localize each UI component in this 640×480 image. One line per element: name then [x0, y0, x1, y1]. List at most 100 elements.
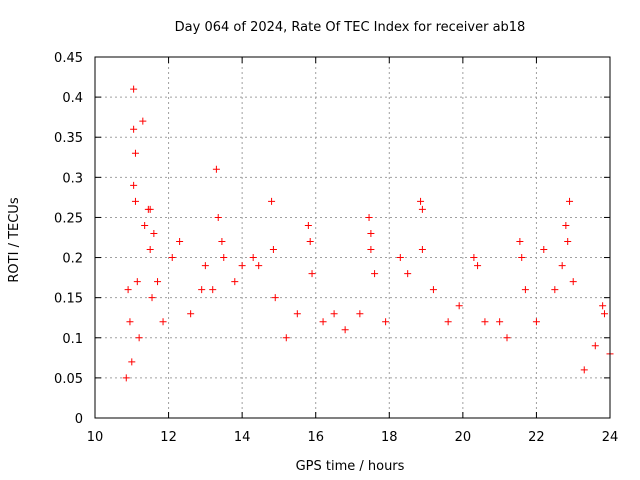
data-point: [518, 254, 526, 262]
data-point: [551, 286, 559, 294]
data-point: [304, 221, 312, 229]
data-point: [580, 366, 588, 374]
x-tick-label: 22: [528, 430, 545, 445]
x-tick-label: 12: [160, 430, 177, 445]
data-point: [198, 286, 206, 294]
data-point: [308, 270, 316, 278]
data-point: [220, 254, 228, 262]
data-point: [474, 262, 482, 270]
data-point: [562, 221, 570, 229]
data-point: [126, 318, 134, 326]
y-tick-labels: 0 0.05 0.1 0.15 0.2 0.25 0.3 0.35 0.4 0.45: [54, 51, 83, 427]
data-point: [168, 254, 176, 262]
data-point: [201, 262, 209, 270]
data-point: [176, 238, 184, 246]
chart-title: Day 064 of 2024, Rate Of TEC Index for r…: [175, 20, 526, 35]
x-tick-label: 10: [87, 430, 104, 445]
data-point: [566, 197, 574, 205]
data-point: [128, 358, 136, 366]
data-point: [306, 238, 314, 246]
data-point: [268, 197, 276, 205]
data-point: [319, 318, 327, 326]
data-point: [444, 318, 452, 326]
data-point: [150, 229, 158, 237]
data-point: [218, 238, 226, 246]
data-point: [503, 334, 511, 342]
y-tick-label: 0: [75, 412, 83, 427]
data-point: [293, 310, 301, 318]
data-point: [159, 318, 167, 326]
data-point: [146, 205, 154, 213]
x-tick-label: 16: [307, 430, 324, 445]
data-point: [540, 246, 548, 254]
y-tick-label: 0.05: [54, 372, 83, 387]
data-point: [367, 229, 375, 237]
data-point: [418, 246, 426, 254]
data-point: [133, 278, 141, 286]
data-point: [130, 85, 138, 93]
data-point: [130, 181, 138, 189]
data-points: [122, 85, 614, 382]
data-point: [382, 318, 390, 326]
data-point: [282, 334, 290, 342]
data-point: [148, 294, 156, 302]
data-point: [404, 270, 412, 278]
data-point: [135, 334, 143, 342]
data-point: [269, 246, 277, 254]
data-point: [271, 294, 279, 302]
y-tick-label: 0.1: [62, 332, 83, 347]
y-tick-label: 0.3: [62, 171, 83, 186]
tick-marks: [94, 56, 611, 419]
data-point: [214, 213, 222, 221]
data-point: [365, 213, 373, 221]
plot-frame: [94, 56, 611, 419]
x-tick-label: 18: [381, 430, 398, 445]
data-point: [356, 310, 364, 318]
data-point: [569, 278, 577, 286]
y-tick-label: 0.15: [54, 292, 83, 307]
y-tick-label: 0.45: [54, 51, 83, 66]
data-point: [396, 254, 404, 262]
data-point: [481, 318, 489, 326]
x-tick-label: 24: [602, 430, 619, 445]
x-tick-labels: 10 12 14 16 18 20 22 24: [87, 430, 619, 445]
data-point: [599, 302, 607, 310]
y-tick-label: 0.25: [54, 211, 83, 226]
data-point: [212, 165, 220, 173]
data-point: [564, 238, 572, 246]
data-point: [255, 262, 263, 270]
data-point: [600, 310, 608, 318]
data-point: [122, 374, 130, 382]
data-point: [154, 278, 162, 286]
data-point: [371, 270, 379, 278]
data-point: [131, 149, 139, 157]
data-point: [146, 246, 154, 254]
y-tick-label: 0.2: [62, 252, 83, 267]
data-point: [209, 286, 217, 294]
data-point: [187, 310, 195, 318]
data-point: [455, 302, 463, 310]
data-point: [124, 286, 132, 294]
data-point: [367, 246, 375, 254]
data-point: [521, 286, 529, 294]
data-point: [130, 125, 138, 133]
y-axis-label: ROTI / TECUs: [7, 197, 22, 282]
data-point: [341, 326, 349, 334]
y-tick-label: 0.4: [62, 91, 83, 106]
data-point: [418, 205, 426, 213]
x-tick-label: 20: [455, 430, 472, 445]
y-tick-label: 0.35: [54, 131, 83, 146]
data-point: [558, 262, 566, 270]
x-tick-label: 14: [234, 430, 251, 445]
data-point: [591, 342, 599, 350]
x-axis-label: GPS time / hours: [296, 459, 405, 474]
data-point: [516, 238, 524, 246]
data-point: [131, 197, 139, 205]
data-point: [141, 221, 149, 229]
data-point: [330, 310, 338, 318]
grid-lines: [95, 57, 610, 418]
data-point: [429, 286, 437, 294]
data-point: [532, 318, 540, 326]
